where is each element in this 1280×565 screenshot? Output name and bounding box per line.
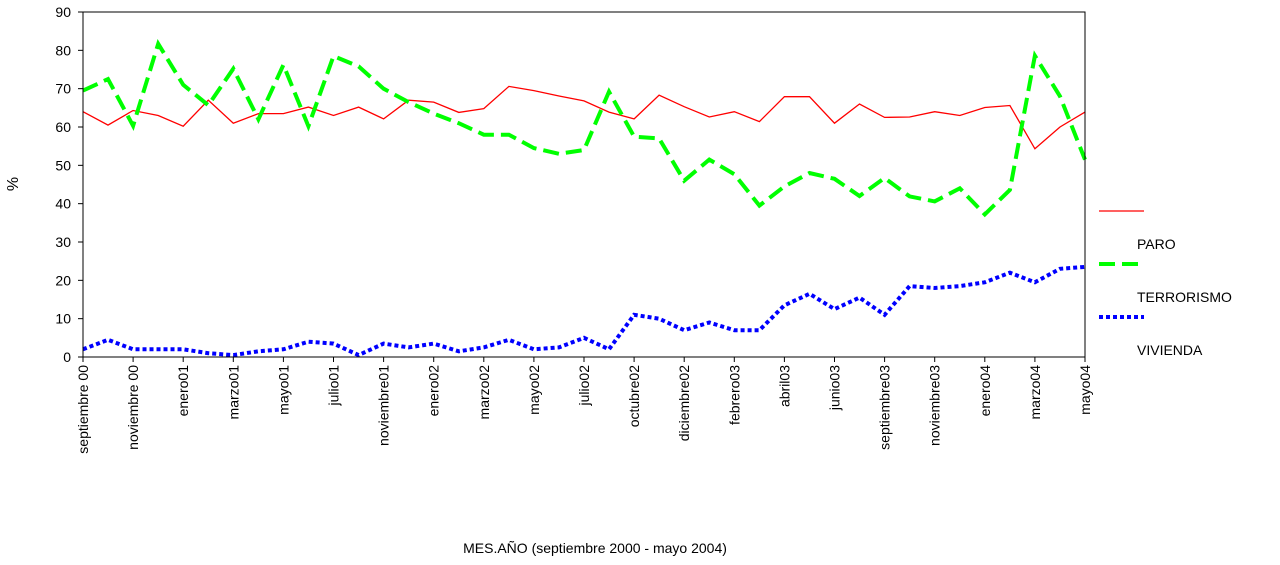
y-tick-label: 50 [55,157,71,173]
x-axis-label: MES.AÑO (septiembre 2000 - mayo 2004) [463,540,727,556]
x-tick-label: noviembre01 [376,365,392,446]
y-tick-label: 10 [55,311,71,327]
x-tick-label: marzo02 [476,365,492,420]
y-tick-label: 40 [55,196,71,212]
y-tick-label: 20 [55,272,71,288]
x-tick-label: julio01 [326,365,342,407]
series-line-vivienda [82,264,1086,358]
series-terrorismo [82,38,1087,218]
legend-label-vivienda: VIVIENDA [1137,342,1203,358]
y-axis: 0 10 20 30 40 50 60 70 80 90 [55,4,83,365]
x-tick-label: noviembre03 [927,365,943,446]
x-tick-label: enero04 [977,365,993,417]
x-tick-label: septiembre03 [877,365,893,450]
y-tick-label: 80 [55,42,71,58]
x-tick-label: octubre02 [626,365,642,427]
x-tick-label: julio02 [576,365,592,407]
series-paro [82,85,1086,150]
series-layer [82,38,1087,358]
series-vivienda [82,264,1086,358]
x-axis: septiembre 00 noviembre 00 enero01 marzo01 m… [75,357,1093,454]
series-line-terrorismo [82,38,1087,218]
x-tick-label: noviembre 00 [125,365,141,450]
x-tick-label: marzo01 [225,365,241,420]
series-line-paro [82,85,1086,150]
x-tick-label: septiembre 00 [75,365,91,454]
x-tick-label: abril03 [776,365,792,407]
x-tick-label: enero01 [175,365,191,417]
x-tick-label: mayo01 [275,365,291,415]
y-axis-label: % [5,177,22,191]
legend-label-paro: PARO [1137,236,1176,252]
y-tick-label: 90 [55,4,71,20]
x-tick-label: febrero03 [726,365,742,425]
x-tick-label: junio03 [827,365,843,411]
x-tick-label: enero02 [426,365,442,417]
x-tick-label: mayo04 [1077,365,1093,415]
y-tick-label: 60 [55,119,71,135]
x-tick-label: marzo04 [1027,365,1043,420]
plot-area-frame [82,11,1086,358]
y-tick-label: 0 [63,349,71,365]
x-tick-label: mayo02 [526,365,542,415]
legend: PARO TERRORISMO VIVIENDA [1099,210,1232,358]
y-tick-label: 70 [55,81,71,97]
y-tick-label: 30 [55,234,71,250]
x-tick-label: diciembre02 [676,365,692,441]
legend-label-terrorismo: TERRORISMO [1137,289,1232,305]
